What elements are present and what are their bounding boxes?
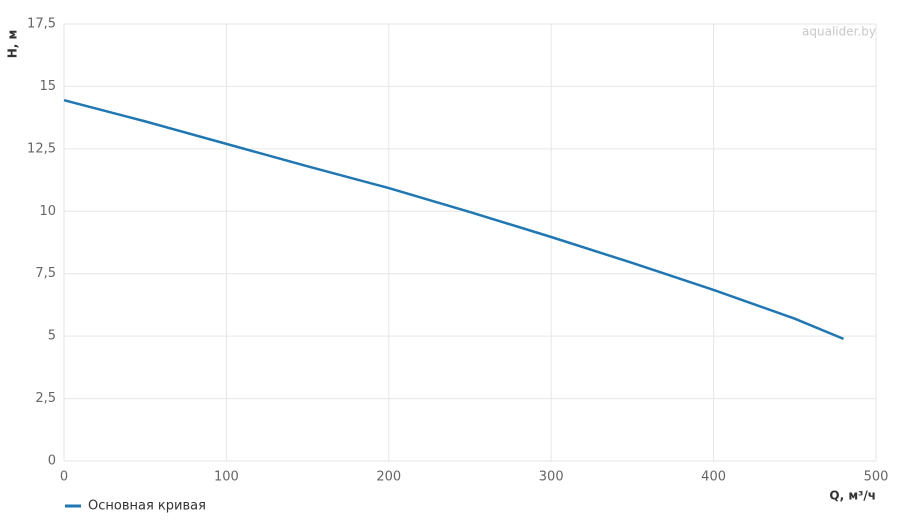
y-tick-label: 17,5: [27, 17, 56, 32]
x-tick-label: 300: [539, 470, 564, 485]
x-tick-label: 400: [701, 470, 726, 485]
x-axis-title: Q, м³/ч: [829, 489, 876, 503]
watermark: aqualider.by: [802, 25, 876, 39]
y-tick-label: 15: [39, 79, 56, 94]
data-line: [63, 98, 844, 341]
y-tick-label: 2,5: [35, 391, 56, 406]
x-tick-label: 500: [864, 470, 889, 485]
y-tick-label: 10: [39, 204, 56, 219]
x-tick-label: 100: [214, 470, 239, 485]
x-tick-label: 200: [376, 470, 401, 485]
y-axis-title: H, м: [6, 30, 20, 59]
y-tick-label: 12,5: [27, 141, 56, 156]
y-tick-label: 5: [48, 329, 56, 344]
legend-label: Основная кривая: [88, 499, 206, 514]
y-tick-label: 7,5: [35, 266, 56, 281]
y-tick-label: 0: [48, 454, 56, 469]
x-tick-label: 0: [60, 470, 68, 485]
